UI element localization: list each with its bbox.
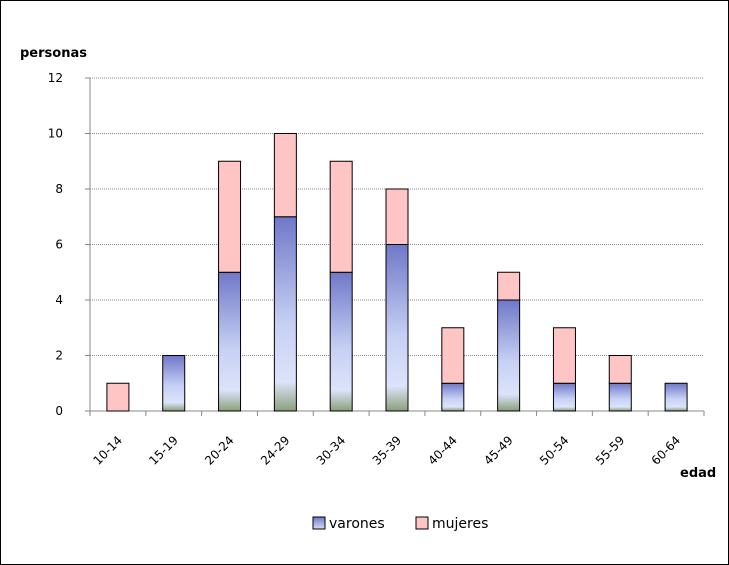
legend-swatch-varones <box>312 516 326 530</box>
y-tick-label: 6 <box>55 238 63 252</box>
bar-mujeres-45-49 <box>497 271 521 301</box>
legend-label-mujeres: mujeres <box>432 516 488 532</box>
tick-labels: 0 2 4 6 8 10 12 10-14 15-19 20-24 24-29 30-34 35-39 4… <box>48 71 683 468</box>
y-tick-label: 0 <box>55 404 63 418</box>
legend-swatch-mujeres <box>415 516 429 530</box>
bar-varones-24-29 <box>273 216 297 412</box>
x-tick-label: 55-59 <box>593 433 628 468</box>
x-tick-label: 20-24 <box>202 433 237 468</box>
y-tick-label: 2 <box>55 349 63 363</box>
x-tick-label: 24-29 <box>258 433 293 468</box>
x-tick-label: 50-54 <box>537 433 572 468</box>
y-tick-label: 10 <box>48 127 63 141</box>
bar-mujeres-24-29 <box>273 133 297 218</box>
x-tick-label: 15-19 <box>146 433 181 468</box>
x-tick-label: 45-49 <box>481 433 516 468</box>
legend-label-varones: varones <box>329 516 385 532</box>
x-tick-label: 10-14 <box>90 433 125 468</box>
bar-mujeres-35-39 <box>385 188 409 245</box>
y-tick-label: 4 <box>55 293 63 307</box>
x-tick-label: 60-64 <box>649 433 684 468</box>
gridlines <box>90 77 704 356</box>
bar-mujeres-30-34 <box>329 160 353 273</box>
bar-mujeres-40-44 <box>441 327 465 384</box>
bar-varones-50-54 <box>552 382 576 412</box>
bars <box>106 133 688 412</box>
x-axis-title: edad <box>680 466 716 481</box>
bar-varones-20-24 <box>218 271 242 412</box>
x-tick-label: 40-44 <box>425 433 460 468</box>
bar-varones-55-59 <box>608 382 632 412</box>
bar-mujeres-50-54 <box>552 327 576 384</box>
bar-varones-45-49 <box>497 299 521 412</box>
y-tick-label: 12 <box>48 71 63 85</box>
y-tick-label: 8 <box>55 182 63 196</box>
bar-varones-30-34 <box>329 271 353 412</box>
bar-varones-35-39 <box>385 244 409 412</box>
x-tick-label: 30-34 <box>314 433 349 468</box>
bar-mujeres-55-59 <box>608 355 632 384</box>
y-axis-title: personas <box>20 46 87 61</box>
bar-mujeres-10-14 <box>106 382 130 412</box>
bar-mujeres-20-24 <box>218 160 242 273</box>
legend: varones mujeres <box>312 516 488 532</box>
bar-varones-40-44 <box>441 382 465 412</box>
bar-varones-60-64 <box>664 382 688 412</box>
bar-varones-15-19 <box>162 355 186 412</box>
x-tick-label: 35-39 <box>370 433 405 468</box>
